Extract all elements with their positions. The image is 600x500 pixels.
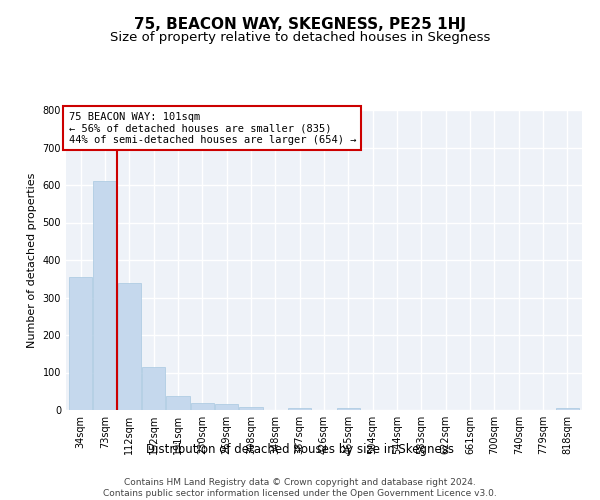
- Bar: [118, 283, 141, 410]
- Bar: [556, 408, 579, 410]
- Bar: [337, 408, 360, 410]
- Text: Contains HM Land Registry data © Crown copyright and database right 2024.
Contai: Contains HM Land Registry data © Crown c…: [103, 478, 497, 498]
- Bar: [69, 277, 92, 410]
- Y-axis label: Number of detached properties: Number of detached properties: [27, 172, 37, 348]
- Bar: [191, 402, 214, 410]
- Bar: [142, 367, 165, 410]
- Bar: [166, 396, 190, 410]
- Text: 75, BEACON WAY, SKEGNESS, PE25 1HJ: 75, BEACON WAY, SKEGNESS, PE25 1HJ: [134, 18, 466, 32]
- Text: Size of property relative to detached houses in Skegness: Size of property relative to detached ho…: [110, 31, 490, 44]
- Text: Distribution of detached houses by size in Skegness: Distribution of detached houses by size …: [146, 442, 454, 456]
- Bar: [239, 407, 263, 410]
- Bar: [94, 181, 116, 410]
- Text: 75 BEACON WAY: 101sqm
← 56% of detached houses are smaller (835)
44% of semi-det: 75 BEACON WAY: 101sqm ← 56% of detached …: [68, 112, 356, 144]
- Bar: [288, 408, 311, 410]
- Bar: [215, 404, 238, 410]
